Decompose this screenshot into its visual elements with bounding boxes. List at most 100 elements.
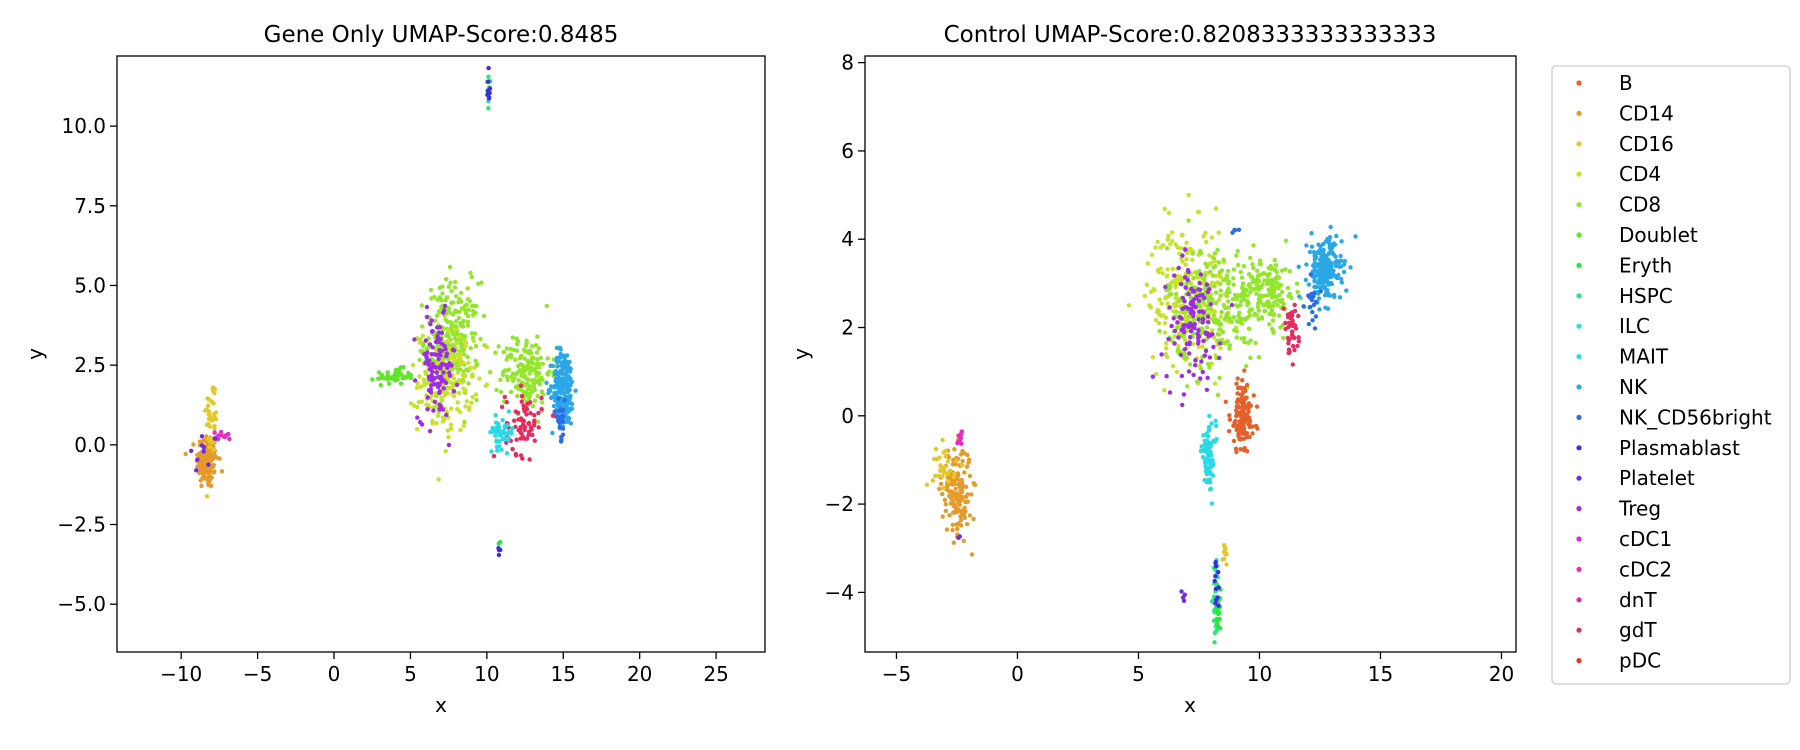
data-point — [958, 514, 963, 519]
data-point — [467, 405, 472, 410]
data-point — [502, 394, 507, 400]
cluster-cdc2 — [212, 429, 232, 442]
x-tick-label: 10 — [1247, 662, 1272, 686]
data-point — [1218, 327, 1223, 332]
data-point — [517, 356, 523, 361]
data-point — [1178, 276, 1184, 282]
data-point — [960, 463, 965, 468]
data-point — [1212, 251, 1218, 256]
data-point — [425, 345, 431, 350]
legend-label: NK — [1619, 375, 1648, 399]
data-point — [1207, 253, 1212, 258]
data-point — [486, 106, 491, 111]
data-point — [1197, 268, 1202, 274]
data-point — [1313, 314, 1319, 319]
data-point — [443, 380, 449, 386]
data-point — [208, 415, 214, 420]
data-point — [437, 390, 442, 396]
data-point — [1290, 318, 1295, 323]
data-point — [969, 492, 974, 497]
data-point — [1200, 369, 1206, 375]
data-point — [964, 464, 970, 469]
data-point — [1164, 246, 1170, 251]
panel-title: Gene Only UMAP-Score:0.8485 — [264, 22, 619, 48]
y-tick-label: −5.0 — [57, 592, 106, 616]
data-point — [458, 356, 463, 361]
data-point — [1150, 374, 1156, 379]
data-point — [424, 370, 429, 375]
data-point — [1198, 303, 1203, 309]
data-point — [1179, 282, 1184, 287]
x-tick-label: 10 — [474, 662, 499, 686]
data-point — [1215, 247, 1220, 253]
data-point — [962, 470, 967, 475]
data-point — [531, 355, 536, 361]
data-point — [1227, 413, 1232, 418]
data-point — [1176, 343, 1181, 349]
data-point — [455, 400, 460, 405]
data-point — [456, 315, 462, 321]
data-point — [1185, 323, 1190, 328]
legend-marker — [1576, 597, 1582, 603]
data-point — [1150, 354, 1156, 360]
y-tick-label: 0.0 — [74, 433, 106, 457]
data-point — [1224, 562, 1229, 567]
legend-entry: CD16 — [1576, 132, 1674, 156]
data-point — [420, 333, 425, 338]
data-point — [1318, 264, 1324, 270]
data-point — [393, 367, 399, 373]
data-point — [938, 481, 944, 487]
data-point — [1238, 318, 1243, 323]
data-point — [1270, 318, 1276, 323]
data-point — [1195, 331, 1200, 337]
data-point — [205, 396, 210, 401]
data-point — [1235, 293, 1241, 298]
data-point — [1283, 320, 1288, 326]
data-point — [1230, 296, 1236, 302]
data-point — [463, 404, 468, 409]
data-point — [1292, 347, 1297, 353]
data-point — [958, 484, 964, 489]
data-point — [1175, 325, 1180, 330]
data-point — [1175, 320, 1180, 325]
legend-label: Platelet — [1619, 466, 1695, 490]
data-point — [1218, 321, 1223, 327]
data-point — [1286, 337, 1292, 343]
data-point — [1205, 314, 1211, 319]
data-point — [1172, 334, 1178, 339]
data-point — [529, 390, 534, 395]
data-point — [568, 421, 574, 426]
data-point — [444, 412, 449, 418]
data-point — [1218, 626, 1223, 631]
data-point — [1342, 258, 1348, 264]
data-point — [1196, 317, 1201, 322]
data-point — [209, 452, 214, 457]
legend-entry: Platelet — [1576, 466, 1695, 490]
data-point — [400, 375, 405, 381]
data-point — [518, 383, 524, 388]
data-point — [1202, 286, 1207, 291]
data-point — [212, 426, 217, 432]
data-point — [1290, 329, 1295, 334]
data-point — [446, 327, 451, 333]
data-point — [1232, 328, 1237, 333]
data-point — [1223, 305, 1228, 311]
data-point — [505, 377, 510, 383]
data-point — [494, 387, 499, 393]
data-point — [518, 362, 523, 367]
data-point — [963, 499, 968, 505]
y-tick-label: −4 — [825, 580, 854, 604]
data-point — [1202, 353, 1208, 358]
data-point — [1215, 620, 1220, 625]
data-point — [1290, 343, 1296, 349]
data-point — [195, 464, 200, 469]
data-point — [473, 310, 478, 316]
legend-entry: dnT — [1576, 588, 1657, 612]
data-point — [440, 341, 445, 347]
data-point — [1280, 268, 1285, 273]
data-point — [494, 438, 499, 443]
data-point — [1178, 352, 1184, 358]
data-point — [532, 423, 537, 428]
data-point — [957, 438, 963, 444]
data-point — [1312, 253, 1317, 258]
